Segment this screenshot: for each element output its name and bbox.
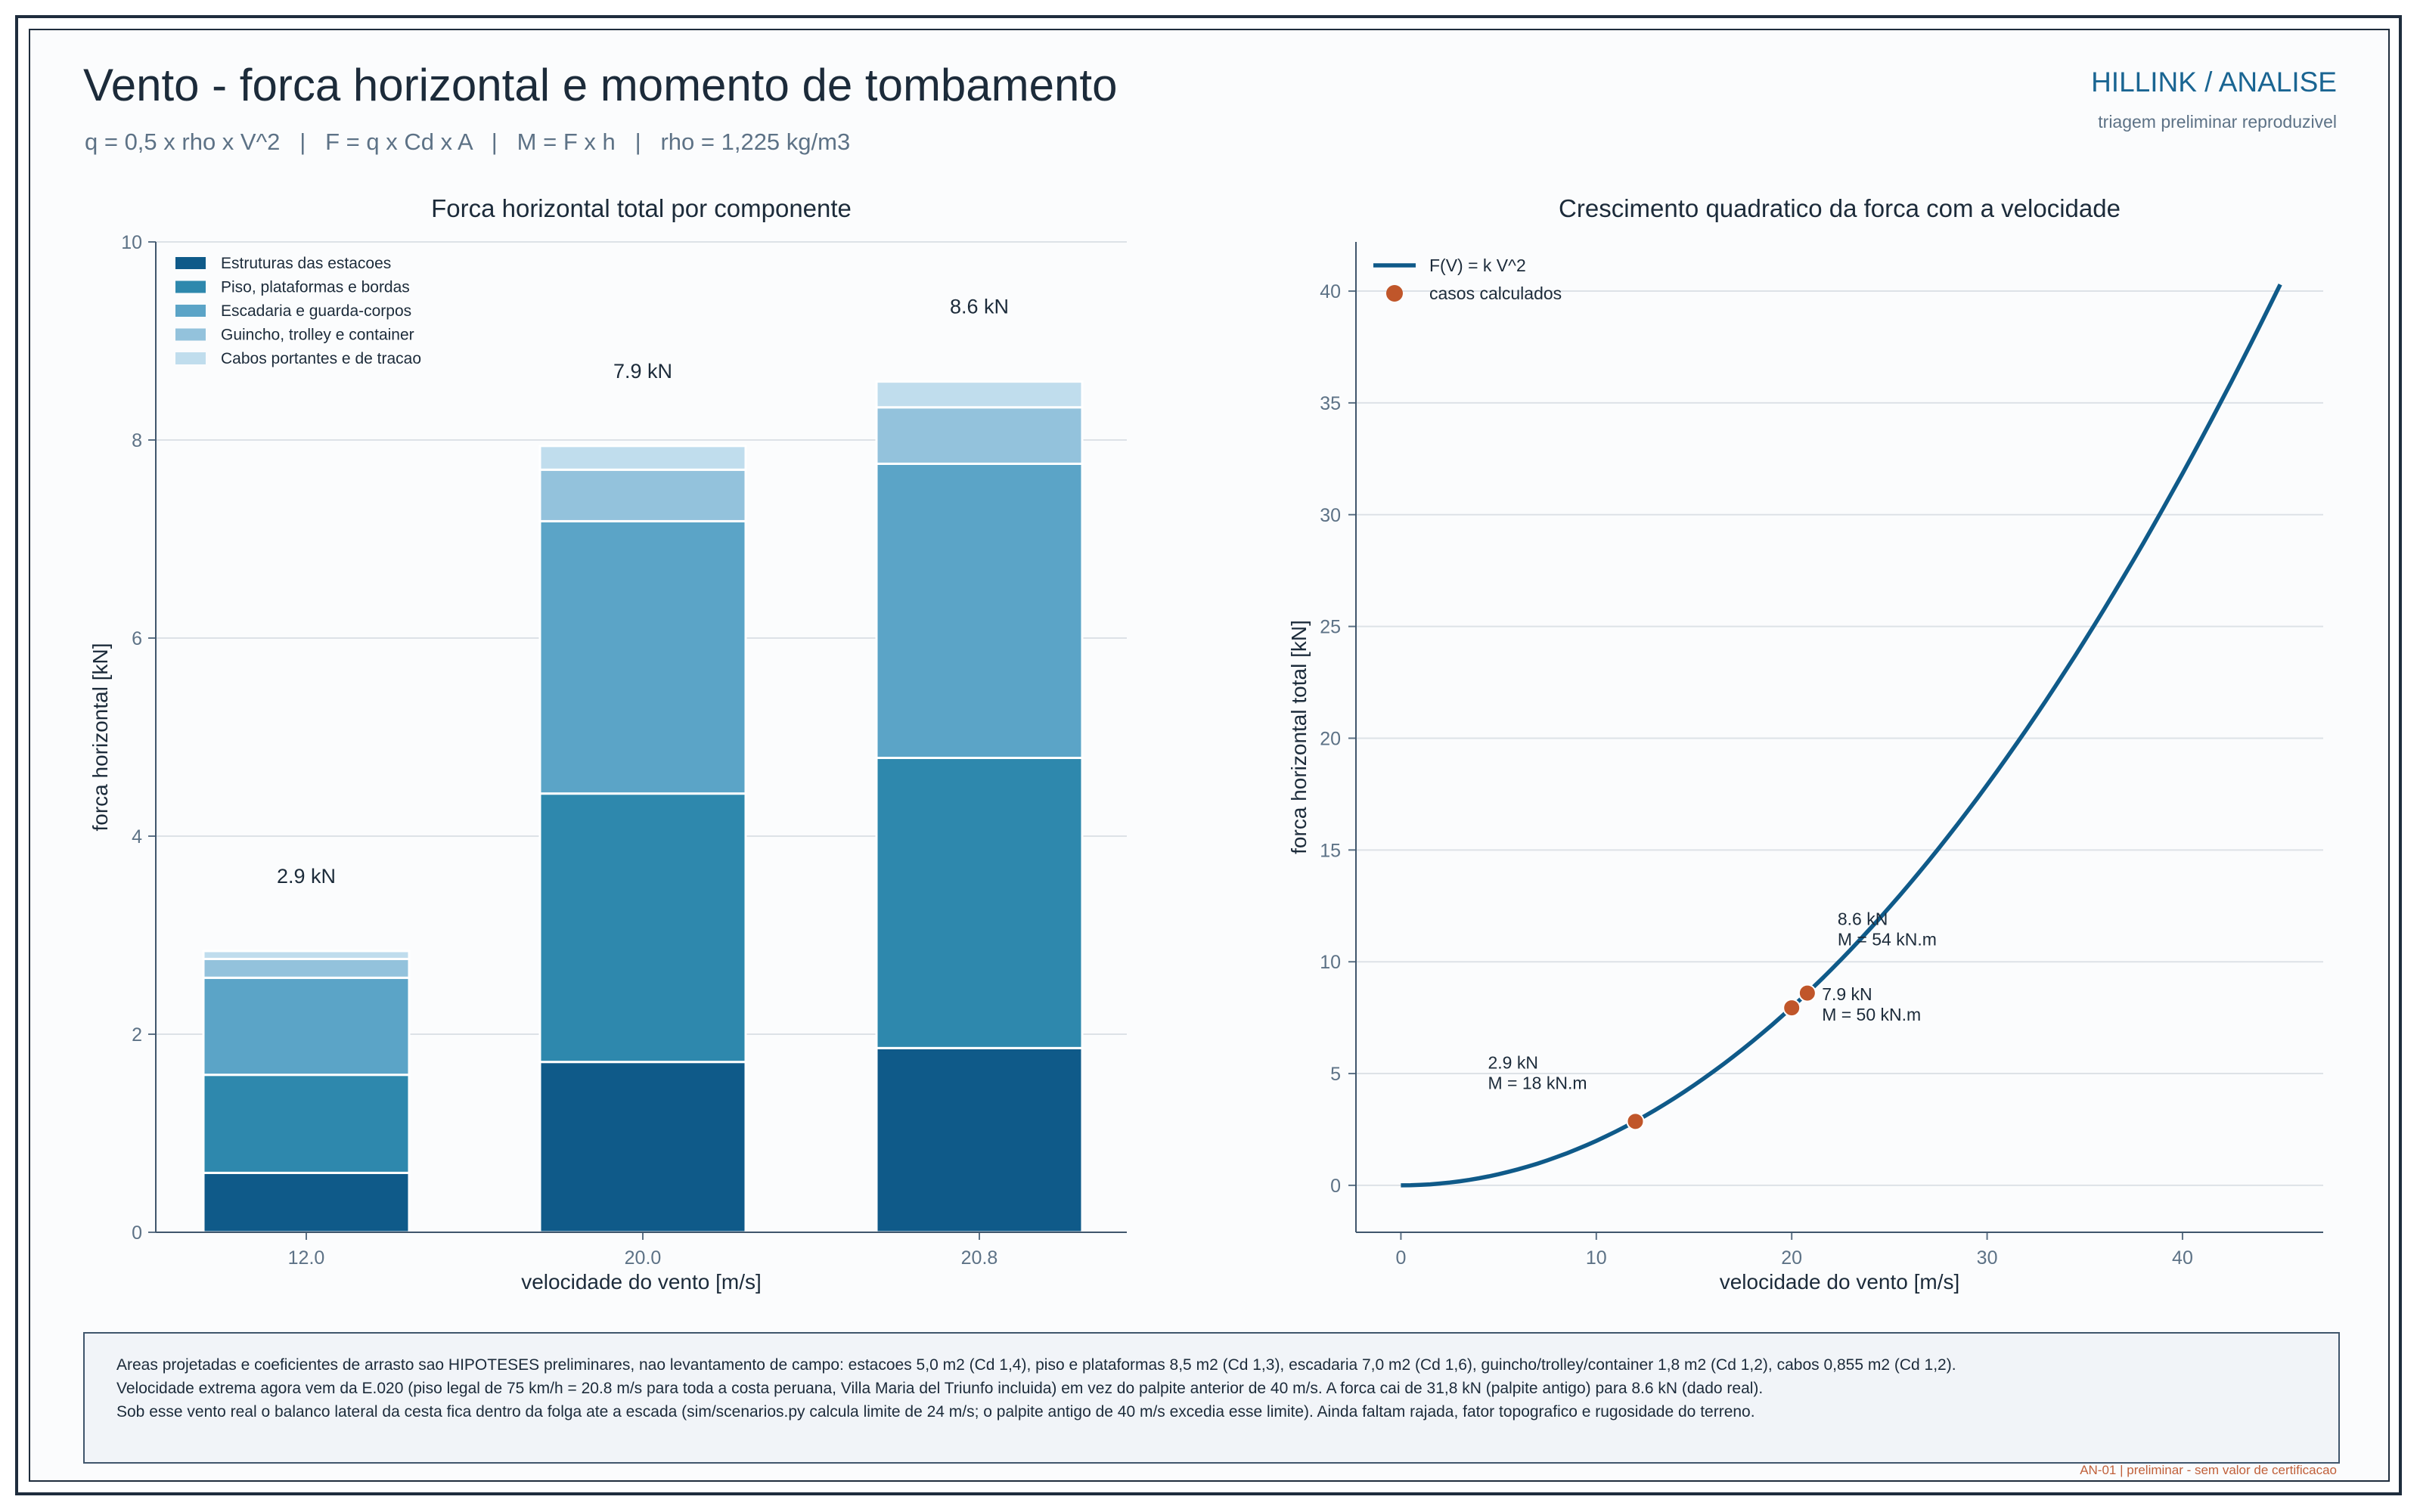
y-tick-label: 6: [132, 628, 142, 649]
y-tick-label: 10: [121, 232, 142, 253]
note-line-2: Velocidade extrema agora vem da E.020 (p…: [116, 1380, 1764, 1397]
bar-chart: Forca horizontal total por componente 0 2 4…: [88, 194, 1127, 1294]
legend-swatch: [175, 280, 206, 293]
formula-subtitle: q = 0,5 x rho x V^2 | F = q x Cd x A | M…: [85, 129, 851, 155]
legend-label: Piso, plataformas e bordas: [221, 279, 410, 296]
legend-point-swatch: [1386, 285, 1403, 302]
inner-frame: [29, 29, 2390, 1482]
x-tick-label: 30: [1977, 1247, 1998, 1269]
data-point: [1782, 999, 1801, 1018]
point-label-moment: M = 50 kN.m: [1822, 1005, 1921, 1024]
y-tick-label: 25: [1320, 617, 1341, 638]
line-chart: Crescimento quadratico da forca com a ve…: [1287, 194, 2323, 1294]
bar-segment: [875, 462, 1084, 760]
bar-segment: [202, 957, 411, 979]
brand-label: HILLINK / ANALISE: [2091, 67, 2337, 98]
bar-segment: [202, 950, 411, 960]
point-label-moment: M = 18 kN.m: [1488, 1073, 1587, 1092]
bar-total-label: 2.9 kN: [277, 865, 336, 888]
x-axis-label: velocidade do vento [m/s]: [521, 1270, 762, 1294]
legend-swatch: [175, 352, 206, 364]
x-tick-label: 20.8: [961, 1247, 998, 1269]
bar-segment: [875, 757, 1084, 1049]
legend-swatch: [175, 257, 206, 269]
line-chart-title: Crescimento quadratico da forca com a ve…: [1559, 194, 2121, 222]
y-tick-label: 4: [132, 826, 142, 847]
y-tick-label: 8: [132, 430, 142, 451]
x-tick-label: 20: [1781, 1247, 1802, 1269]
legend-label: F(V) = k V^2: [1429, 256, 1526, 275]
bar-segment: [538, 792, 747, 1064]
bar-segment: [202, 1074, 411, 1174]
bar-segment: [538, 519, 747, 795]
bar-chart-title: Forca horizontal total por componente: [431, 194, 852, 222]
legend-label: casos calculados: [1429, 284, 1562, 303]
bar-total-label: 8.6 kN: [950, 296, 1009, 318]
footer-label: AN-01 | preliminar - sem valor de certif…: [2080, 1463, 2337, 1477]
y-tick-label: 0: [1330, 1176, 1341, 1197]
point-label-force: 8.6 kN: [1838, 909, 1888, 929]
legend-swatch: [175, 328, 206, 341]
x-tick-label: 40: [2172, 1247, 2193, 1269]
y-tick-label: 10: [1320, 952, 1341, 973]
bar-segment: [538, 1061, 747, 1234]
y-tick-label: 15: [1320, 840, 1341, 861]
legend-swatch: [175, 305, 206, 317]
bar-segment: [202, 976, 411, 1077]
bar-segment: [875, 380, 1084, 409]
bar-segment: [875, 406, 1084, 465]
note-line-1: Areas projetadas e coeficientes de arras…: [116, 1356, 1956, 1374]
legend-label: Cabos portantes e de tracao: [221, 350, 421, 367]
y-tick-label: 30: [1320, 505, 1341, 526]
data-point: [1798, 984, 1817, 1002]
y-axis-label: forca horizontal [kN]: [88, 643, 112, 832]
legend-label: Escadaria e guarda-corpos: [221, 302, 411, 320]
data-point: [1626, 1112, 1645, 1131]
y-tick-label: 40: [1320, 281, 1341, 302]
page-title: Vento - forca horizontal e momento de to…: [83, 60, 1118, 110]
legend-label: Estruturas das estacoes: [221, 255, 391, 272]
x-axis-label: velocidade do vento [m/s]: [1720, 1270, 1960, 1294]
y-tick-label: 5: [1330, 1064, 1341, 1085]
brand-sublabel: triagem preliminar reproduzivel: [2098, 112, 2337, 132]
y-tick-label: 20: [1320, 728, 1341, 749]
bar-segment: [875, 1046, 1084, 1234]
x-tick-label: 10: [1586, 1247, 1607, 1269]
y-tick-label: 2: [132, 1024, 142, 1046]
bar-segment: [538, 468, 747, 522]
bar-segment: [538, 445, 747, 471]
legend-label: Guincho, trolley e container: [221, 327, 414, 344]
bar-segment: [202, 1171, 411, 1234]
x-tick-label: 0: [1395, 1247, 1406, 1269]
point-label-force: 2.9 kN: [1488, 1052, 1537, 1072]
y-axis-label: forca horizontal total [kN]: [1287, 620, 1311, 854]
x-tick-label: 20.0: [625, 1247, 662, 1269]
x-tick-label: 12.0: [288, 1247, 325, 1269]
point-label-moment: M = 54 kN.m: [1838, 930, 1937, 950]
note-line-3: Sob esse vento real o balanco lateral da…: [116, 1403, 1755, 1421]
y-tick-label: 0: [132, 1222, 142, 1244]
point-label-force: 7.9 kN: [1822, 984, 1872, 1004]
bar-total-label: 7.9 kN: [613, 360, 672, 383]
notes-box: Areas projetadas e coeficientes de arras…: [83, 1332, 2340, 1464]
force-curve-line: [1401, 284, 2282, 1188]
y-tick-label: 35: [1320, 393, 1341, 414]
